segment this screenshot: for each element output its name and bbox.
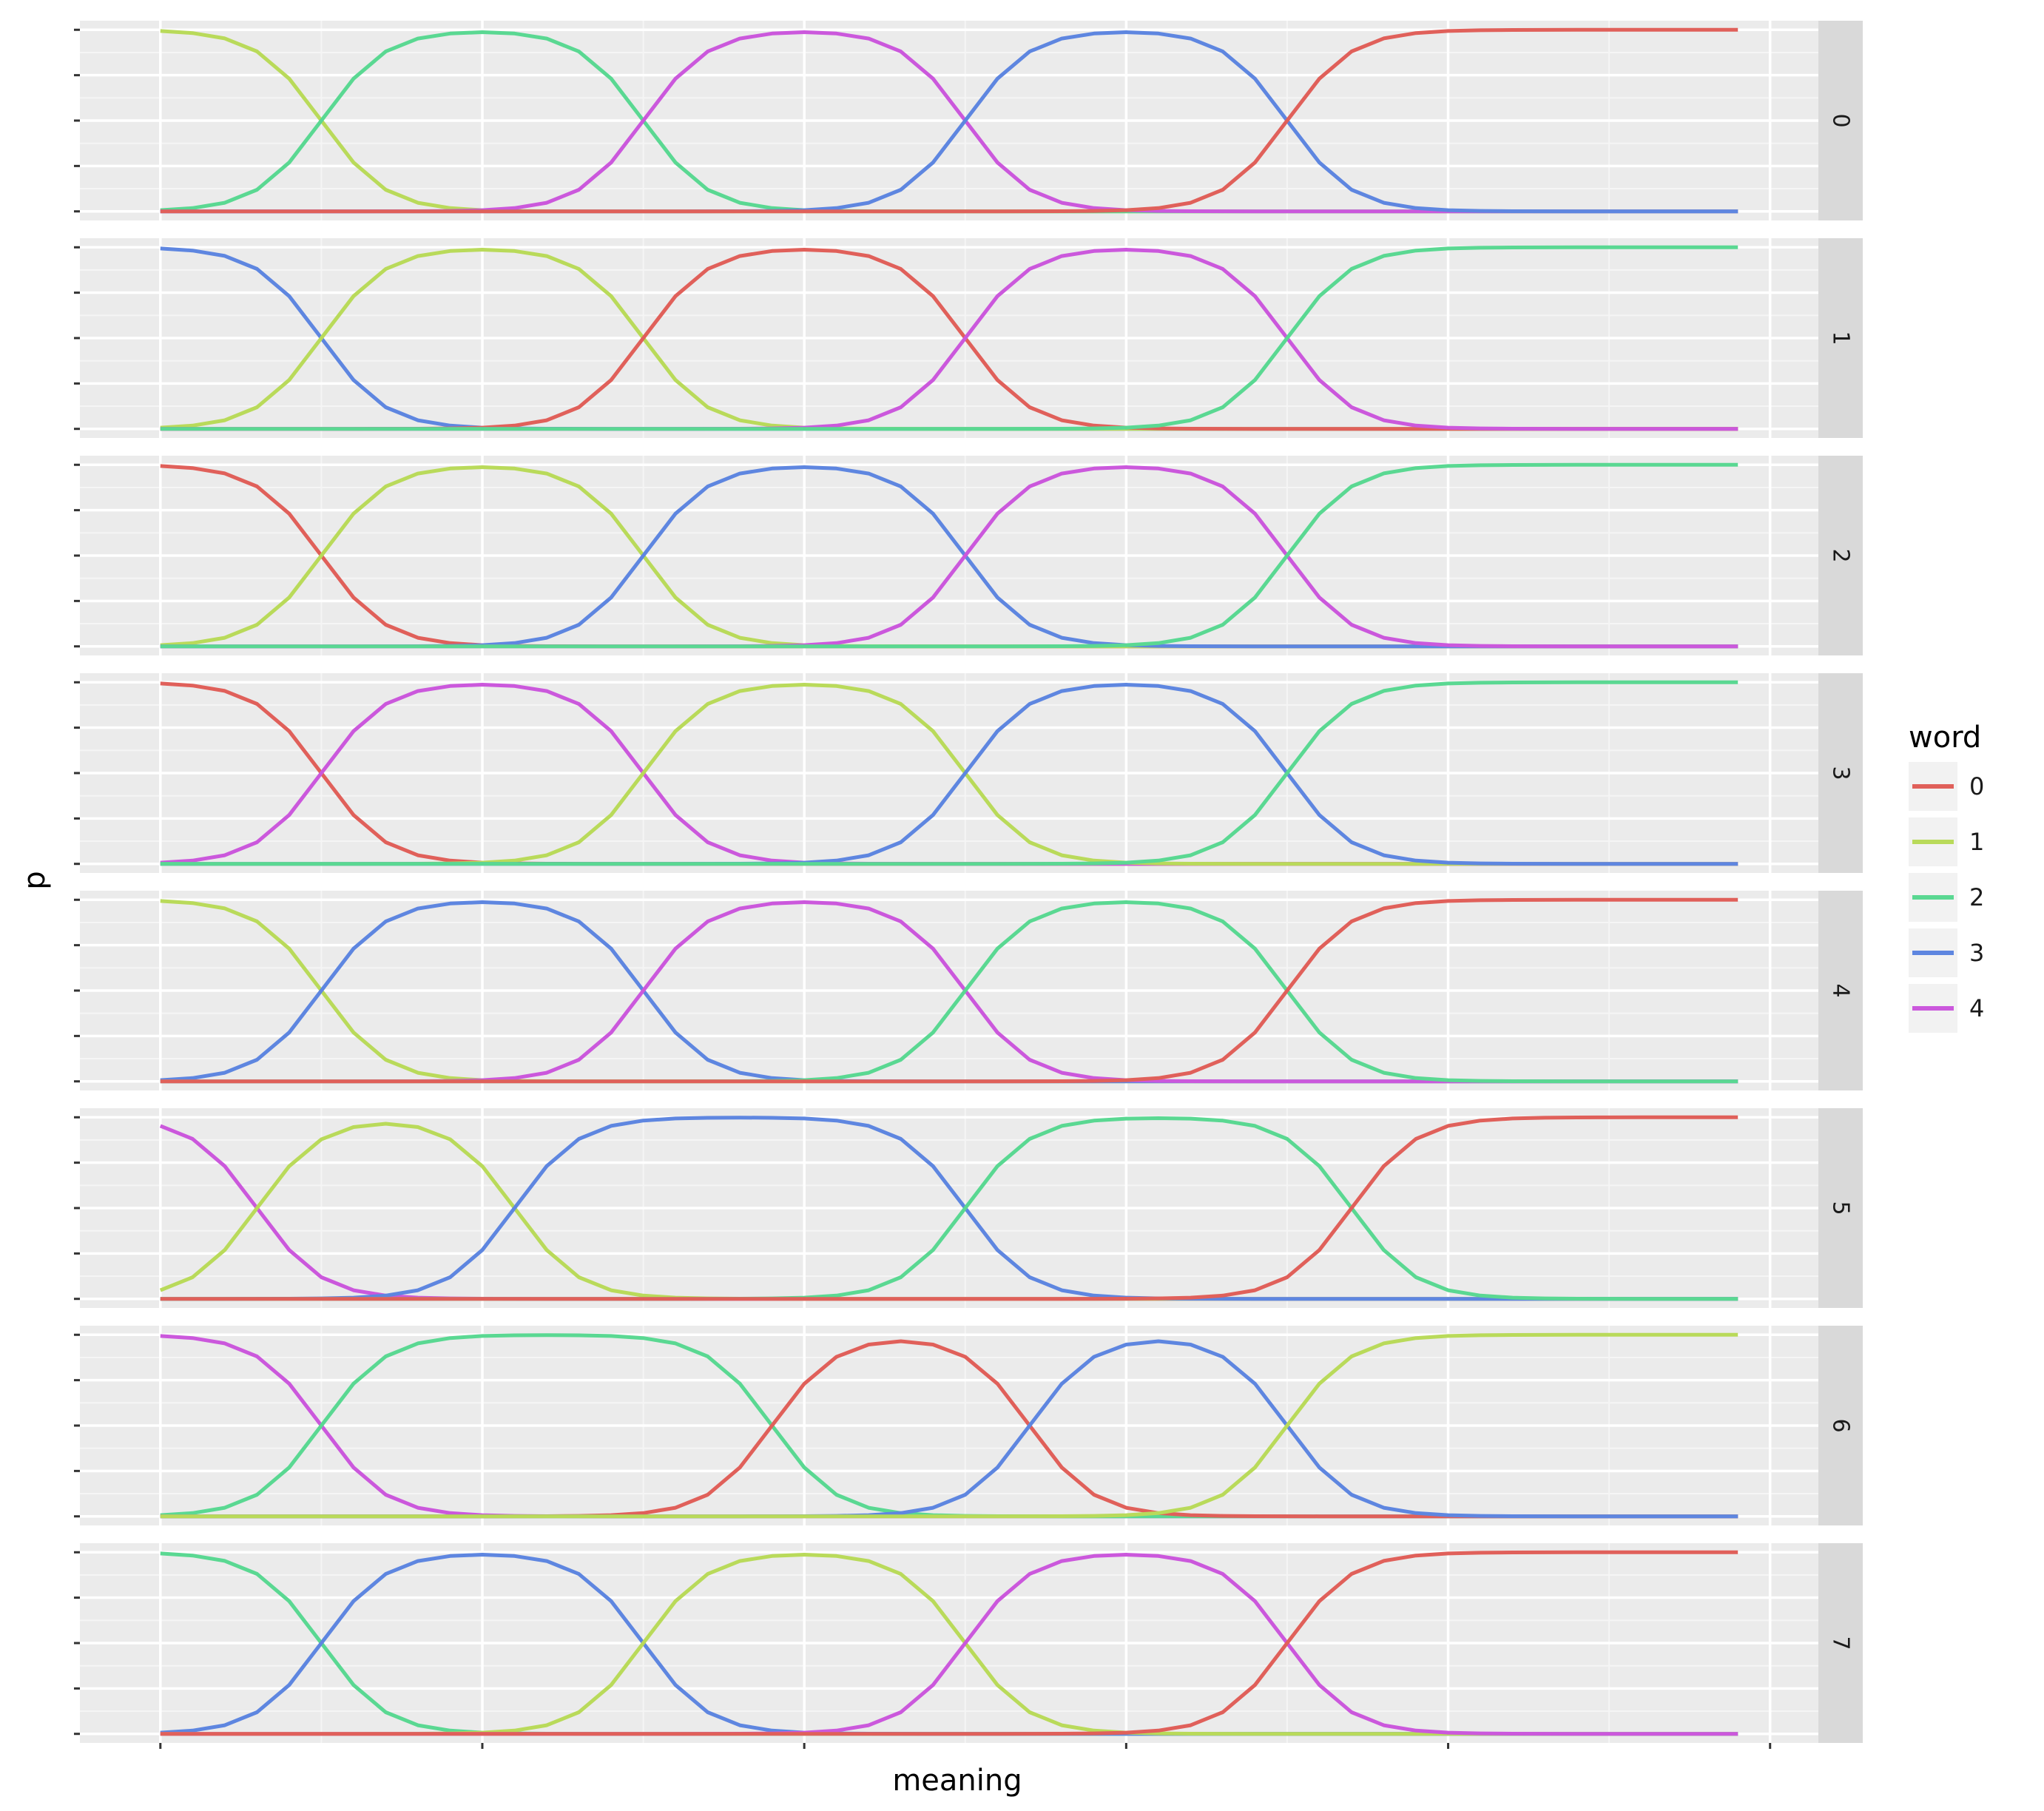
legend-entry-label: 1	[1969, 828, 1984, 856]
legend-entry-label: 0	[1969, 772, 1984, 800]
series-line-word-0	[160, 27, 1738, 214]
facet-strip	[1818, 673, 1863, 873]
facet-strip-label: 4	[1828, 983, 1854, 997]
legend-entry-4: 4	[1909, 984, 1984, 1033]
x-axis-title: meaning	[892, 1764, 1022, 1798]
legend-entry-1: 1	[1909, 817, 1984, 866]
facet-strip-label: 3	[1828, 766, 1854, 780]
facet-strip	[1818, 1108, 1863, 1308]
facet-panel-0: 0	[74, 21, 1863, 220]
series-line-word-2	[160, 680, 1738, 866]
series-line-word-2	[160, 245, 1738, 431]
facet-panel-6: 6	[74, 1326, 1863, 1525]
facet-panel-7: 7	[74, 1543, 1863, 1743]
facet-strip	[1818, 456, 1863, 655]
facet-strip	[1818, 238, 1863, 438]
facet-strip-label: 5	[1828, 1201, 1854, 1215]
series-line-word-0	[160, 897, 1738, 1084]
legend-entry-label: 3	[1969, 939, 1984, 967]
facet-strip	[1818, 1326, 1863, 1525]
y-axis-title: p	[18, 871, 52, 889]
facet-strip-label: 7	[1828, 1636, 1854, 1650]
legend: word 0 1 2 3 4	[1909, 721, 1984, 1033]
facet-panel-1: 1	[74, 238, 1863, 438]
facet-strip	[1818, 1543, 1863, 1743]
series-line-word-2	[160, 462, 1738, 649]
legend-title: word	[1909, 721, 1981, 755]
facet-strip	[1818, 891, 1863, 1090]
series-line-word-0	[160, 1550, 1738, 1736]
legend-entry-label: 2	[1969, 883, 1984, 911]
legend-entry-0: 0	[1909, 762, 1984, 811]
facet-panel-5: 5	[74, 1108, 1863, 1308]
facet-strip	[1818, 21, 1863, 220]
facet-strip-label: 6	[1828, 1418, 1854, 1432]
facet-panel-2: 2	[74, 456, 1863, 655]
facet-panel-4: 4	[74, 891, 1863, 1090]
facet-panel-3: 3	[74, 673, 1863, 873]
legend-entry-2: 2	[1909, 873, 1984, 922]
series-line-word-0	[160, 1115, 1738, 1301]
series-line-word-3	[160, 1116, 1738, 1301]
facet-strip-label: 0	[1828, 113, 1854, 127]
facet-strip-label: 1	[1828, 331, 1854, 345]
series-line-word-1	[160, 1332, 1738, 1519]
legend-entry-3: 3	[1909, 928, 1984, 977]
facet-strip-label: 2	[1828, 548, 1854, 562]
legend-entry-label: 4	[1969, 994, 1984, 1022]
